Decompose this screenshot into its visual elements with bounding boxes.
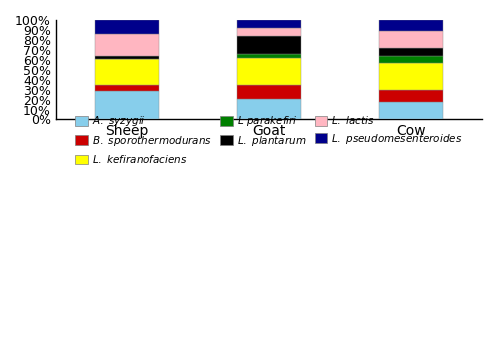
Bar <box>379 63 443 90</box>
Bar <box>237 58 301 85</box>
Bar <box>379 56 443 63</box>
Bar <box>237 54 301 58</box>
Bar <box>379 48 443 56</box>
Bar <box>237 99 301 120</box>
Bar <box>379 102 443 120</box>
Legend: $\it{A.\ syzygii}$, $\it{B.\ sporothermodurans}$, $\it{L.\ kefiranofaciens}$, $\: $\it{A.\ syzygii}$, $\it{B.\ sporothermo… <box>72 111 466 168</box>
Bar <box>95 34 158 56</box>
Bar <box>95 20 158 34</box>
Bar <box>237 36 301 54</box>
Bar <box>95 59 158 85</box>
Bar <box>95 56 158 59</box>
Bar <box>95 91 158 120</box>
Bar <box>95 85 158 91</box>
Bar <box>379 20 443 31</box>
Bar <box>237 20 301 28</box>
Bar <box>379 90 443 102</box>
Bar <box>379 31 443 48</box>
Bar <box>237 28 301 36</box>
Bar <box>237 85 301 99</box>
